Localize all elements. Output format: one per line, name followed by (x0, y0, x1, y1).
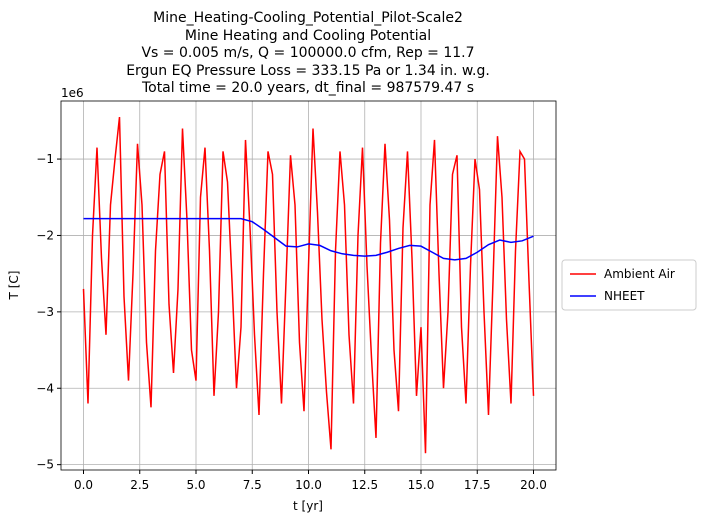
x-tick-label: 5.0 (186, 478, 205, 492)
chart-title: Ergun EQ Pressure Loss = 333.15 Pa or 1.… (126, 63, 490, 79)
legend-box (561, 259, 697, 311)
x-tick-label: 15.0 (408, 478, 435, 492)
y-tick-label: −4 (36, 381, 54, 395)
y-tick-label: −2 (36, 228, 54, 242)
x-axis-label: t [yr] (293, 499, 323, 513)
chart-title: Total time = 20.0 years, dt_final = 9875… (141, 80, 474, 96)
legend-label: NHEET (604, 289, 645, 303)
x-tick-label: 17.5 (464, 478, 491, 492)
x-tick-label: 2.5 (130, 478, 149, 492)
y-tick-label: −3 (36, 305, 54, 319)
series-line (82, 116, 535, 454)
y-tick-label: −1 (36, 152, 54, 166)
chart-title: Mine_Heating-Cooling_Potential_Pilot-Sca… (153, 10, 463, 26)
y-tick-label: −5 (36, 458, 54, 472)
legend-label: Ambient Air (604, 267, 675, 281)
x-tick-label: 7.5 (243, 478, 262, 492)
y-axis-label: T [C] (7, 271, 21, 301)
series-line (83, 217, 534, 261)
chart-title: Mine Heating and Cooling Potential (185, 28, 431, 44)
x-tick-label: 20.0 (520, 478, 547, 492)
chart-title: Vs = 0.005 m/s, Q = 100000.0 cfm, Rep = … (141, 45, 474, 61)
x-tick-label: 10.0 (295, 478, 322, 492)
x-tick-label: 0.0 (74, 478, 93, 492)
axis-offset-label: 1e6 (61, 86, 84, 100)
x-tick-label: 12.5 (351, 478, 378, 492)
plot-frame (60, 100, 557, 471)
